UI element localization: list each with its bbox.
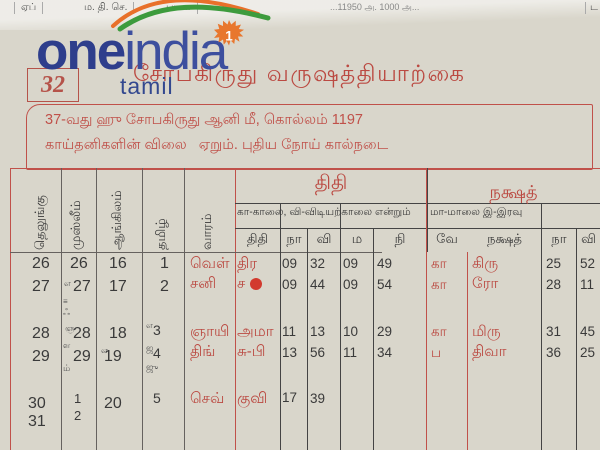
svg-text:1: 1 [225, 28, 233, 43]
